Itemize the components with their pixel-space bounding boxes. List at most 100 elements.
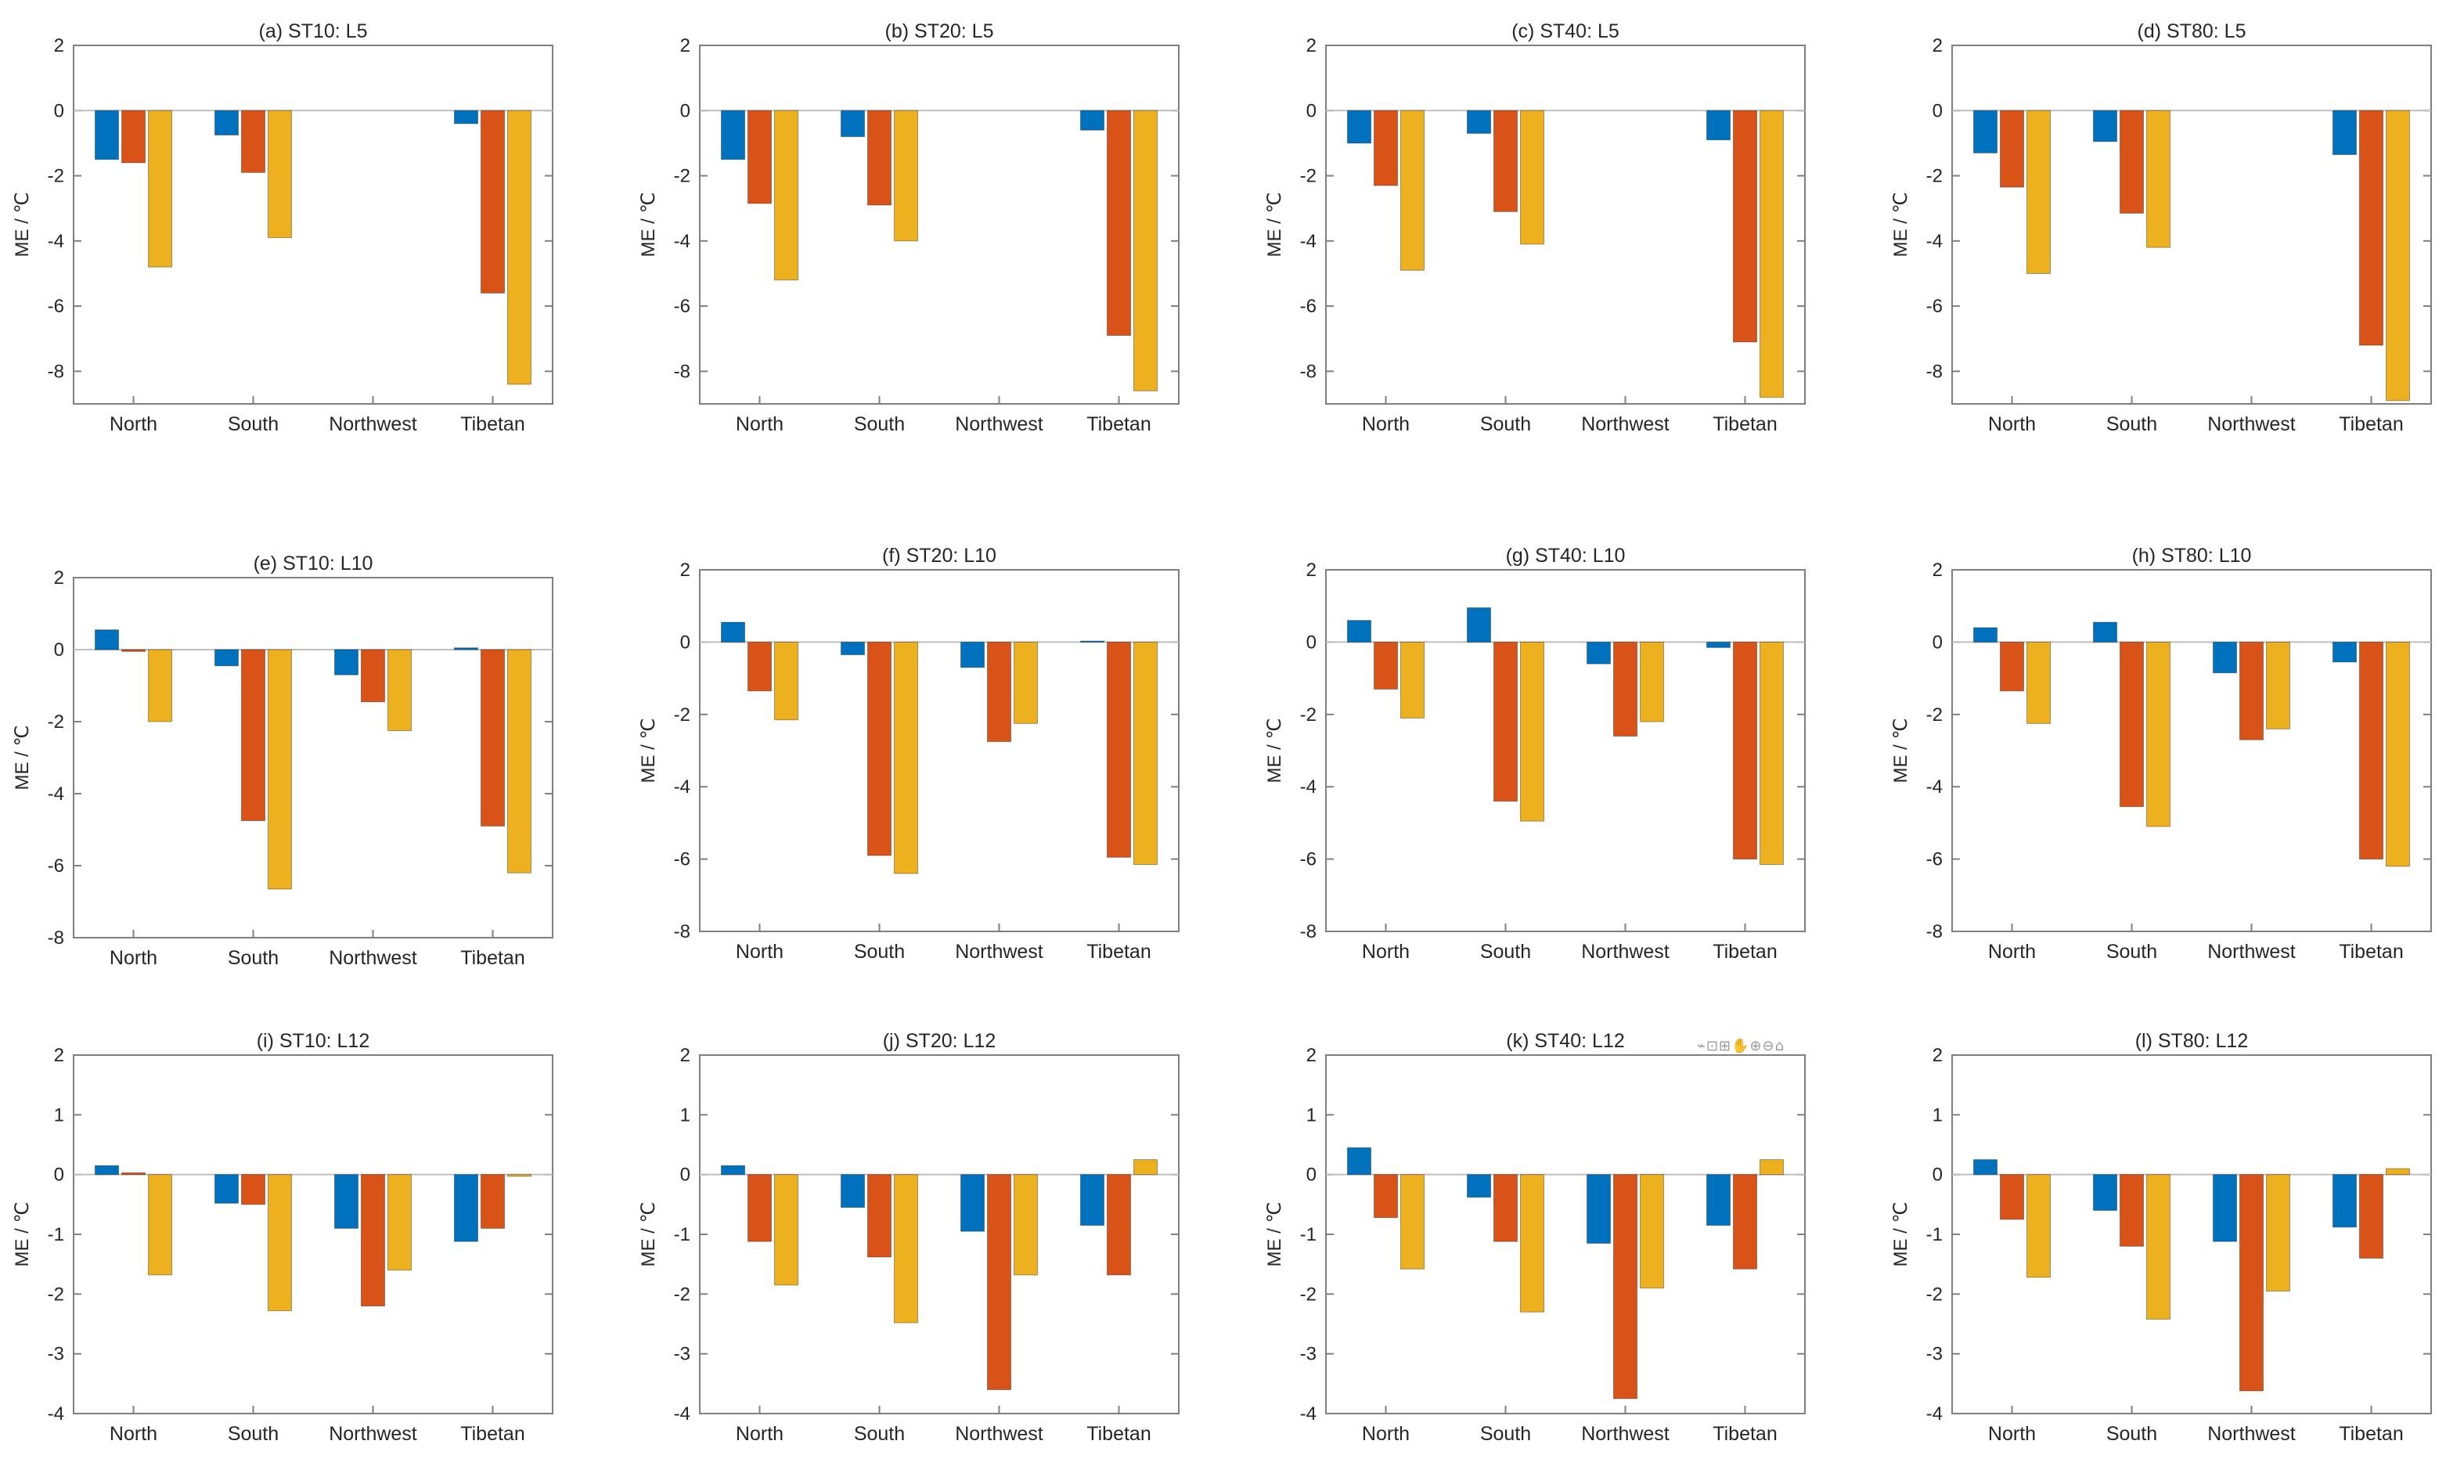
x-tick-label: Tibetan (460, 413, 524, 435)
y-axis-label: ME / ℃ (12, 193, 33, 258)
bar (841, 1174, 865, 1208)
x-tick-label: North (736, 1423, 784, 1445)
y-tick-label: -4 (674, 776, 690, 798)
bar (1374, 1174, 1398, 1219)
y-tick-label: 0 (680, 632, 690, 653)
chart-title: (d) ST80: L5 (2138, 20, 2246, 42)
y-tick-label: 0 (1306, 1165, 1317, 1186)
bar (2386, 110, 2410, 402)
bar (95, 629, 119, 650)
y-tick-label: -1 (48, 1224, 64, 1245)
bar (721, 621, 745, 643)
bar (1973, 110, 1997, 153)
y-tick-label: -4 (674, 1403, 690, 1425)
x-tick-label: Northwest (2207, 1423, 2296, 1445)
chart-title: (f) ST20: L10 (882, 545, 996, 567)
bar (2386, 1168, 2410, 1176)
bar (774, 641, 798, 721)
bar (867, 110, 892, 206)
y-tick-label: -2 (674, 704, 690, 726)
x-tick-label: North (736, 941, 784, 963)
y-axis-label: ME / ℃ (638, 719, 659, 783)
bar (481, 649, 505, 827)
x-tick-label: Tibetan (1086, 941, 1151, 963)
chart-panel: 2 1 0 -1 -2 -3 -4 North South Northwest Tibetan (k)… (1264, 1030, 1806, 1445)
y-tick-label: -4 (48, 1403, 64, 1425)
bar (481, 110, 505, 294)
x-tick-label: South (854, 1423, 905, 1445)
x-tick-label: Tibetan (1713, 941, 1777, 963)
x-tick-label: North (1988, 1423, 2036, 1445)
y-tick-label: -6 (48, 296, 64, 317)
y-tick-label: 2 (54, 1045, 64, 1066)
bar (361, 649, 385, 703)
axes-toolbar[interactable]: ⌁⊡⊞✋⊕⊖⌂ (1697, 1038, 1785, 1054)
x-tick-label: South (228, 1423, 279, 1445)
y-tick-label: 2 (1933, 1045, 1943, 1066)
bar (1733, 641, 1757, 860)
x-tick-label: Northwest (1581, 1423, 1670, 1445)
y-tick-label: -2 (1300, 166, 1317, 187)
x-tick-label: Northwest (2207, 413, 2296, 435)
chart-title: (i) ST10: L12 (257, 1030, 370, 1052)
y-tick-label: -1 (1300, 1224, 1317, 1245)
bar (2266, 1174, 2290, 1292)
y-tick-label: 2 (1933, 560, 1943, 581)
bar (1107, 1174, 1131, 1276)
x-tick-label: Northwest (329, 947, 417, 969)
bar (121, 649, 146, 652)
x-tick-label: South (2106, 413, 2157, 435)
y-tick-label: 2 (1306, 560, 1317, 581)
y-tick-label: -8 (1300, 361, 1317, 382)
bar (454, 1174, 478, 1242)
bar (1493, 641, 1518, 802)
bar (841, 641, 865, 656)
x-tick-label: North (110, 947, 157, 969)
chart-title: (c) ST40: L5 (1511, 20, 1619, 42)
y-tick-label: 0 (1306, 632, 1317, 653)
bar (334, 649, 358, 675)
chart-title: (h) ST80: L10 (2132, 545, 2252, 567)
y-axis-label: ME / ℃ (1264, 1202, 1285, 1267)
y-tick-label: -6 (1926, 296, 1943, 317)
y-tick-label: -2 (48, 711, 64, 733)
bar (2120, 110, 2144, 214)
bar (268, 110, 292, 239)
axes-box (1951, 45, 2432, 405)
chart-panel: 2 1 0 -1 -2 -3 -4 North South Northwest Tibetan (j)… (638, 1030, 1180, 1445)
x-tick-label: North (1362, 413, 1410, 435)
bar (241, 649, 265, 821)
x-tick-label: South (854, 413, 905, 435)
bar (214, 649, 239, 667)
chart-panel: 2 0 -2 -4 -6 -8 North South Northwest Tibetan (g) … (1264, 545, 1806, 963)
x-tick-label: North (110, 1423, 157, 1445)
y-tick-label: -4 (1300, 231, 1317, 252)
y-tick-label: -4 (48, 783, 64, 805)
y-tick-label: -2 (674, 166, 690, 187)
bar (1706, 1174, 1731, 1226)
x-tick-label: North (1362, 941, 1410, 963)
y-tick-label: 2 (1933, 35, 1943, 56)
x-tick-label: Northwest (1581, 941, 1670, 963)
bar (1347, 620, 1371, 643)
x-tick-label: Tibetan (2339, 941, 2403, 963)
y-tick-label: 0 (54, 100, 64, 121)
y-axis-label: ME / ℃ (1890, 193, 1911, 258)
bar (2000, 641, 2024, 692)
x-tick-label: Tibetan (460, 1423, 524, 1445)
bar (2120, 1174, 2144, 1247)
y-tick-label: -3 (1300, 1344, 1317, 1365)
y-tick-label: -4 (1926, 1403, 1943, 1425)
y-tick-label: -8 (674, 361, 690, 382)
x-tick-label: Northwest (329, 413, 417, 435)
bar (1014, 1174, 1038, 1276)
bar (241, 1174, 265, 1205)
y-tick-label: -3 (48, 1344, 64, 1365)
bar (95, 1165, 119, 1176)
y-tick-label: 2 (680, 35, 690, 56)
chart-title: (g) ST40: L10 (1506, 545, 1626, 567)
bar (1107, 110, 1131, 337)
bar (987, 1174, 1011, 1390)
bar (2026, 110, 2051, 274)
bar (2213, 641, 2237, 674)
